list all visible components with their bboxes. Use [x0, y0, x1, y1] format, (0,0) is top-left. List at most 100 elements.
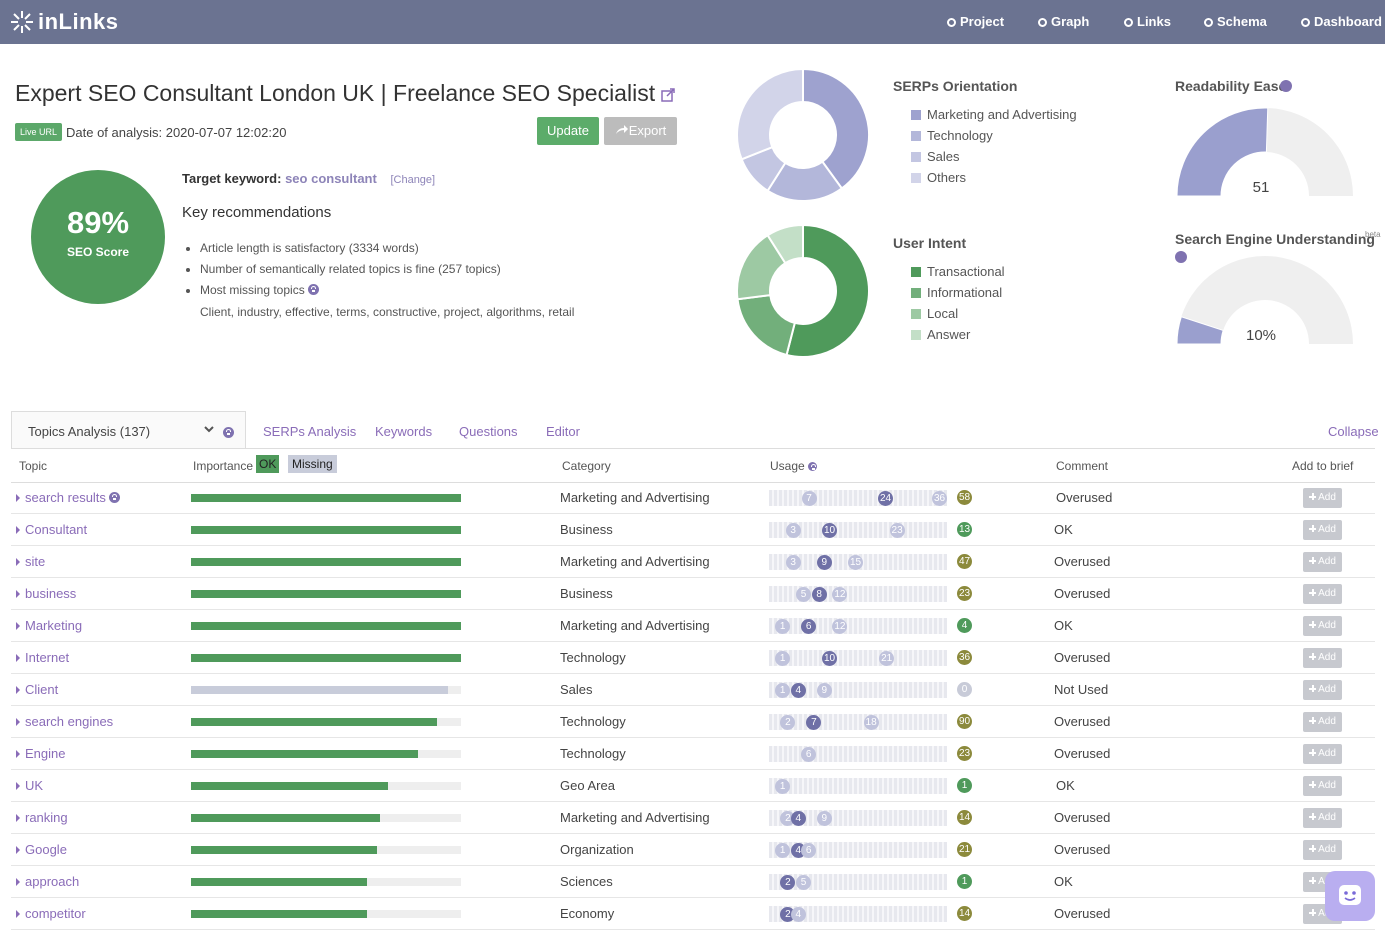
nav-label: Schema [1217, 14, 1267, 29]
count-badge: 1 [957, 778, 972, 793]
help-icon[interactable] [807, 462, 817, 471]
topic-link[interactable]: Internet [16, 650, 69, 665]
topics-dropdown[interactable]: Topics Analysis (137) [11, 411, 246, 449]
donut-segment [785, 223, 870, 358]
help-icon[interactable] [1280, 80, 1292, 92]
usage-bar: 1 10 21 [769, 650, 947, 666]
help-icon[interactable] [1175, 251, 1187, 263]
topic-name: Internet [25, 650, 70, 665]
topic-link[interactable]: Engine [16, 746, 65, 761]
tab[interactable]: Editor [546, 424, 580, 439]
live-url-badge[interactable]: Live URL [15, 123, 63, 141]
comment: Overused [1054, 490, 1112, 507]
topic-link[interactable]: approach [16, 874, 79, 889]
category: Marketing and Advertising [560, 554, 710, 569]
active-tab: Topics Analysis (137) [28, 424, 151, 439]
add-button[interactable]: Add [1303, 808, 1342, 828]
topic-name: Marketing [25, 618, 83, 633]
usage-dot: 3 [785, 554, 801, 570]
keyword-label: Target keyword: [182, 171, 282, 186]
legend-swatch [911, 131, 921, 141]
add-button[interactable]: Add [1303, 648, 1342, 668]
chat-widget[interactable] [1325, 871, 1375, 921]
topic-name: Engine [25, 746, 66, 761]
table-row: competitorEconomy2414OverusedAdd [11, 898, 1375, 930]
legend-label: Technology [927, 128, 993, 143]
table-header [11, 449, 1375, 483]
add-label: Add [1318, 652, 1336, 663]
th-importance: Importance [193, 459, 254, 473]
importance-track [191, 526, 461, 534]
usage-dot: 21 [879, 650, 895, 666]
topic-link[interactable]: search results [16, 490, 120, 505]
topic-link[interactable]: UK [16, 778, 43, 793]
ok-filter[interactable]: OK [256, 455, 280, 473]
count-badge: 13 [957, 522, 972, 537]
help-icon[interactable] [223, 427, 234, 438]
comment-text: Not Used [1054, 682, 1109, 697]
importance-bar [191, 750, 418, 758]
add-button[interactable]: Add [1303, 712, 1342, 732]
comment: OK [1054, 618, 1073, 633]
topic-link[interactable]: Google [16, 842, 67, 857]
gauge-fill [1176, 107, 1269, 197]
topic-link[interactable]: site [16, 554, 45, 569]
nav-item[interactable]: Graph [1038, 14, 1089, 29]
caret [16, 878, 20, 886]
missing-filter[interactable]: Missing [288, 455, 337, 473]
export-button[interactable]: Export [604, 117, 677, 145]
category: Technology [560, 714, 626, 729]
table-row: Internet Technology 1 10 21 36 Overused Add [11, 642, 1375, 674]
add-button[interactable]: Add [1303, 744, 1342, 764]
topic-link[interactable]: Marketing [16, 618, 82, 633]
plus-icon [1309, 845, 1317, 852]
brand[interactable]: inLinks [38, 9, 119, 34]
update-button[interactable]: Update [537, 117, 599, 145]
nav-item[interactable]: Links [1124, 14, 1171, 29]
add-button[interactable]: Add [1303, 520, 1342, 540]
category: Sciences [560, 874, 613, 889]
th-topic: Topic [19, 459, 48, 473]
external-link[interactable] [661, 88, 676, 102]
topic-link[interactable]: Consultant [16, 522, 87, 537]
legend-swatch [911, 173, 921, 183]
topic-link[interactable]: search engines [16, 714, 113, 729]
nav-item[interactable]: Schema [1204, 14, 1267, 29]
analysis-date: Date of analysis: 2020-07-07 12:02:20 [66, 125, 287, 140]
topic-link[interactable]: ranking [16, 810, 68, 825]
importance-track [191, 750, 461, 758]
nav-item[interactable]: Dashboard [1301, 14, 1382, 29]
topic-link[interactable]: Client [16, 682, 58, 697]
add-button[interactable]: Add [1303, 584, 1342, 604]
count-badge: 36 [957, 650, 972, 665]
add-button[interactable]: Add [1303, 488, 1342, 508]
add-button[interactable]: Add [1303, 552, 1342, 572]
legend-swatch [911, 267, 921, 277]
add-button[interactable]: Add [1303, 776, 1342, 796]
comment: Not Used [1054, 682, 1108, 697]
usage-dot: 4 [790, 906, 806, 922]
category: Marketing and Advertising [560, 810, 710, 825]
change-link[interactable]: [Change] [390, 174, 436, 186]
topic-link[interactable]: competitor [16, 906, 86, 921]
nav-item[interactable]: Project [947, 14, 1004, 29]
tab[interactable]: Keywords [375, 424, 433, 439]
tab[interactable]: SERPs Analysis [263, 424, 357, 439]
importance-track [191, 654, 461, 662]
importance-bar [191, 782, 389, 790]
help-icon[interactable] [307, 284, 319, 295]
add-label: Add [1318, 588, 1336, 599]
add-button[interactable]: Add [1303, 680, 1342, 700]
add-label: Add [1318, 844, 1336, 855]
topic-name: ranking [25, 810, 68, 825]
usage-bar: 6 [769, 746, 947, 762]
topic-name: UK [25, 778, 44, 793]
collapse-link[interactable]: Collapse [1328, 424, 1379, 439]
help-icon[interactable] [108, 492, 120, 503]
tab[interactable]: Questions [459, 424, 518, 439]
add-button[interactable]: Add [1303, 840, 1342, 860]
add-button[interactable]: Add [1303, 616, 1342, 636]
nav-label: Graph [1051, 14, 1090, 29]
donut-segment [802, 67, 870, 190]
topic-link[interactable]: business [16, 586, 76, 601]
